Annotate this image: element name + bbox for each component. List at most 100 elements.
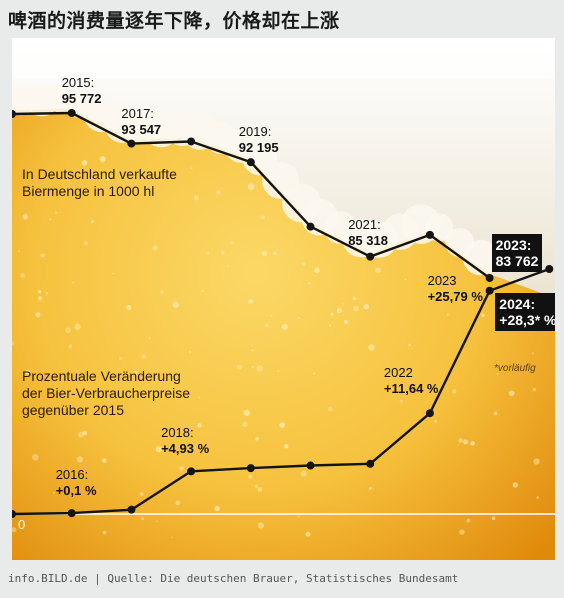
bubble	[152, 245, 159, 251]
bubble	[189, 350, 192, 353]
bubble	[281, 323, 288, 330]
bubble	[132, 370, 138, 376]
bubble	[65, 327, 71, 334]
volume-point	[366, 252, 375, 261]
price-point	[246, 464, 255, 473]
bubble	[38, 296, 43, 301]
bubble	[52, 491, 55, 494]
bubble	[297, 515, 300, 518]
bubble	[307, 282, 311, 285]
bubble	[363, 303, 369, 310]
bubble	[251, 365, 254, 368]
bubble	[175, 500, 181, 506]
bubble	[257, 487, 263, 492]
bubble	[300, 470, 307, 477]
price-point	[366, 459, 375, 468]
bubble	[243, 409, 251, 417]
bubble	[533, 458, 540, 465]
bubble	[375, 267, 381, 274]
volume-point	[306, 222, 315, 231]
bubble	[81, 160, 88, 166]
source-footer: info.BILD.de | Quelle: Die deutschen Bra…	[8, 572, 459, 585]
volume-data-label: 2023: 83 762	[491, 234, 543, 272]
bubble	[22, 214, 28, 220]
bubble	[248, 299, 253, 304]
zero-axis-label: 0	[18, 517, 26, 532]
bubble	[171, 536, 173, 539]
bubble	[179, 466, 184, 471]
label-year: 2017:	[121, 105, 154, 121]
price-point	[12, 510, 16, 518]
label-value: +25,79 %	[427, 288, 483, 304]
volume-point	[425, 230, 434, 239]
bubble	[76, 456, 84, 463]
chart-panel: 2015: 95 772 2017: 93 547 2019: 92 195 2021: 85…	[12, 38, 555, 560]
bubble	[160, 379, 164, 382]
bubble	[230, 241, 234, 245]
bubble	[141, 517, 145, 520]
price-data-label: 2022 +11,64 %	[384, 365, 439, 397]
label-value: 85 318	[348, 232, 388, 248]
bubble	[458, 438, 463, 443]
price-point	[485, 286, 494, 295]
label-year: 2023	[427, 272, 457, 288]
description-line: In Deutschland verkaufte	[22, 166, 177, 182]
bubble	[102, 458, 107, 463]
price-point	[187, 467, 196, 476]
bubble	[265, 323, 269, 328]
bubble	[83, 241, 88, 246]
bubble	[74, 323, 81, 331]
bubble	[104, 173, 111, 181]
bubble	[206, 251, 210, 255]
bubble	[399, 399, 403, 403]
bubble	[352, 297, 356, 301]
label-year: 2018:	[161, 425, 194, 441]
price-point	[67, 509, 76, 518]
bubble	[369, 487, 372, 490]
label-year: 2016:	[55, 467, 89, 483]
bubble	[462, 439, 469, 445]
label-value: +0,1 %	[55, 483, 97, 499]
bubble	[277, 369, 280, 373]
bubble	[99, 156, 106, 163]
label-year: 2023:	[495, 237, 532, 253]
volume-data-label: 2015: 95 772	[62, 75, 102, 107]
label-value: +28,3* %	[499, 312, 555, 328]
price-data-label: 2023 +25,79 %	[428, 273, 483, 305]
bubble	[283, 443, 289, 449]
bubble	[214, 505, 220, 512]
volume-data-label: 2017: 93 547	[121, 106, 161, 138]
label-value: 92 195	[238, 140, 279, 156]
bubble	[493, 411, 498, 416]
bubble	[508, 390, 515, 397]
chart-svg	[12, 38, 555, 560]
label-year: 2015:	[61, 75, 95, 90]
bubble	[12, 341, 15, 346]
price-point	[545, 265, 554, 273]
bubble	[221, 251, 225, 255]
bubble	[227, 265, 229, 267]
bubble	[55, 211, 58, 214]
label-year: 2022	[383, 365, 413, 381]
bubble	[126, 304, 132, 311]
volume-point	[127, 139, 136, 148]
bubble	[297, 317, 300, 320]
bubble	[172, 301, 179, 308]
bubble	[139, 491, 144, 496]
bubble	[255, 437, 259, 441]
bubble	[119, 356, 123, 361]
label-year: 2024:	[499, 296, 536, 312]
description-line: Biermenge in 1000 hl	[22, 183, 155, 199]
volume-data-label: 2019: 92 195	[239, 124, 279, 156]
provisional-note: *vorläufig	[494, 363, 536, 374]
bubble	[102, 530, 107, 535]
label-year: 2019:	[238, 124, 272, 140]
bubble	[190, 167, 193, 170]
bubble	[470, 441, 475, 446]
bubble	[313, 372, 316, 375]
bubble	[459, 529, 465, 535]
bubble	[344, 319, 349, 324]
bubble	[491, 516, 496, 521]
bubble	[404, 278, 407, 281]
foam-top	[12, 38, 555, 78]
